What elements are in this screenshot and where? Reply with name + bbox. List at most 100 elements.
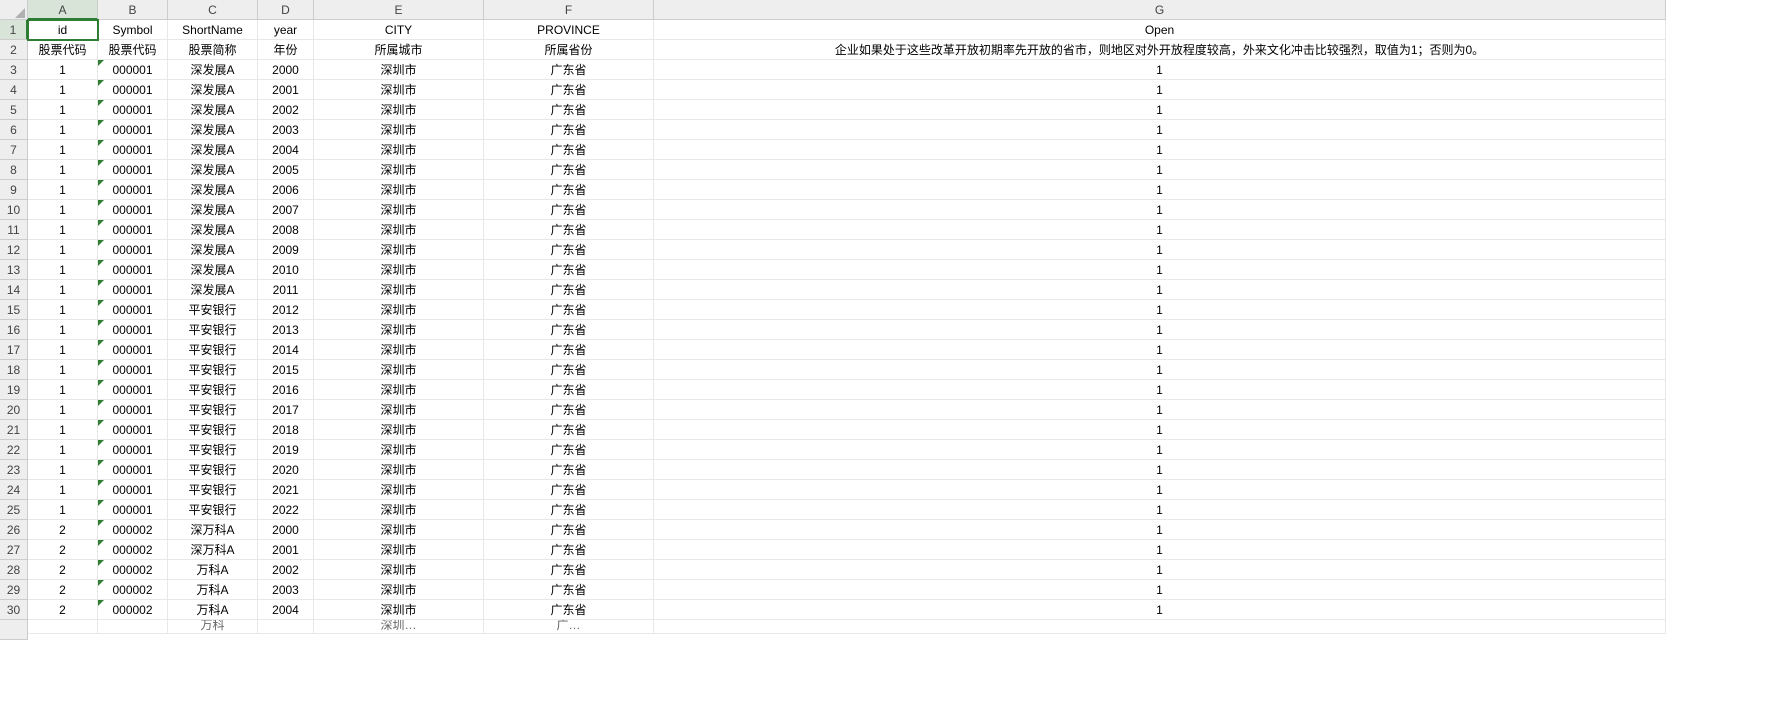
cell-F7[interactable]: 广东省 bbox=[484, 140, 654, 160]
cell-A27[interactable]: 2 bbox=[28, 540, 98, 560]
cell-A11[interactable]: 1 bbox=[28, 220, 98, 240]
cell-D11[interactable]: 2008 bbox=[258, 220, 314, 240]
cell-B15[interactable]: 000001 bbox=[98, 300, 168, 320]
row-header-8[interactable]: 8 bbox=[0, 160, 28, 180]
cell-F22[interactable]: 广东省 bbox=[484, 440, 654, 460]
cell-D21[interactable]: 2018 bbox=[258, 420, 314, 440]
row-header-14[interactable]: 14 bbox=[0, 280, 28, 300]
cell-E1[interactable]: CITY bbox=[314, 20, 484, 40]
column-header-A[interactable]: A bbox=[28, 0, 98, 20]
cell-E9[interactable]: 深圳市 bbox=[314, 180, 484, 200]
cell-A10[interactable]: 1 bbox=[28, 200, 98, 220]
cell-E25[interactable]: 深圳市 bbox=[314, 500, 484, 520]
cell-F28[interactable]: 广东省 bbox=[484, 560, 654, 580]
cell-A3[interactable]: 1 bbox=[28, 60, 98, 80]
cell-C5[interactable]: 深发展A bbox=[168, 100, 258, 120]
cell-G9[interactable]: 1 bbox=[654, 180, 1666, 200]
cell-B17[interactable]: 000001 bbox=[98, 340, 168, 360]
row-header-17[interactable]: 17 bbox=[0, 340, 28, 360]
cell-G6[interactable]: 1 bbox=[654, 120, 1666, 140]
cell-B9[interactable]: 000001 bbox=[98, 180, 168, 200]
cell-G16[interactable]: 1 bbox=[654, 320, 1666, 340]
cell-A29[interactable]: 2 bbox=[28, 580, 98, 600]
cell-E17[interactable]: 深圳市 bbox=[314, 340, 484, 360]
cell-D26[interactable]: 2000 bbox=[258, 520, 314, 540]
cell-F29[interactable]: 广东省 bbox=[484, 580, 654, 600]
cell-C15[interactable]: 平安银行 bbox=[168, 300, 258, 320]
cell-D20[interactable]: 2017 bbox=[258, 400, 314, 420]
cell-C24[interactable]: 平安银行 bbox=[168, 480, 258, 500]
row-header-1[interactable]: 1 bbox=[0, 20, 28, 40]
row-header-28[interactable]: 28 bbox=[0, 560, 28, 580]
cell-B16[interactable]: 000001 bbox=[98, 320, 168, 340]
cell-B1[interactable]: Symbol bbox=[98, 20, 168, 40]
cell-D3[interactable]: 2000 bbox=[258, 60, 314, 80]
cell-B19[interactable]: 000001 bbox=[98, 380, 168, 400]
cell-F10[interactable]: 广东省 bbox=[484, 200, 654, 220]
cell-F6[interactable]: 广东省 bbox=[484, 120, 654, 140]
spreadsheet-grid[interactable]: ABCDEFG1idSymbolShortNameyearCITYPROVINC… bbox=[0, 0, 1775, 640]
cell-E26[interactable]: 深圳市 bbox=[314, 520, 484, 540]
cell-E16[interactable]: 深圳市 bbox=[314, 320, 484, 340]
cell-D27[interactable]: 2001 bbox=[258, 540, 314, 560]
cell-D4[interactable]: 2001 bbox=[258, 80, 314, 100]
cell-B5[interactable]: 000001 bbox=[98, 100, 168, 120]
row-header-26[interactable]: 26 bbox=[0, 520, 28, 540]
cell-A20[interactable]: 1 bbox=[28, 400, 98, 420]
cell-G15[interactable]: 1 bbox=[654, 300, 1666, 320]
row-header-3[interactable]: 3 bbox=[0, 60, 28, 80]
cell-C4[interactable]: 深发展A bbox=[168, 80, 258, 100]
cell-E24[interactable]: 深圳市 bbox=[314, 480, 484, 500]
cell-E28[interactable]: 深圳市 bbox=[314, 560, 484, 580]
cell-G14[interactable]: 1 bbox=[654, 280, 1666, 300]
cell-A16[interactable]: 1 bbox=[28, 320, 98, 340]
cell-B12[interactable]: 000001 bbox=[98, 240, 168, 260]
cell-C25[interactable]: 平安银行 bbox=[168, 500, 258, 520]
cell-B24[interactable]: 000001 bbox=[98, 480, 168, 500]
cell-G3[interactable]: 1 bbox=[654, 60, 1666, 80]
cell-C8[interactable]: 深发展A bbox=[168, 160, 258, 180]
cell-F2[interactable]: 所属省份 bbox=[484, 40, 654, 60]
cell-C1[interactable]: ShortName bbox=[168, 20, 258, 40]
cell-B6[interactable]: 000001 bbox=[98, 120, 168, 140]
cell-D28[interactable]: 2002 bbox=[258, 560, 314, 580]
cell-E11[interactable]: 深圳市 bbox=[314, 220, 484, 240]
cell-F27[interactable]: 广东省 bbox=[484, 540, 654, 560]
cell-E8[interactable]: 深圳市 bbox=[314, 160, 484, 180]
cell-B7[interactable]: 000001 bbox=[98, 140, 168, 160]
cell-A19[interactable]: 1 bbox=[28, 380, 98, 400]
cell-A14[interactable]: 1 bbox=[28, 280, 98, 300]
cell-E4[interactable]: 深圳市 bbox=[314, 80, 484, 100]
row-header-20[interactable]: 20 bbox=[0, 400, 28, 420]
cell-G23[interactable]: 1 bbox=[654, 460, 1666, 480]
cell-B31[interactable] bbox=[98, 620, 168, 634]
cell-D2[interactable]: 年份 bbox=[258, 40, 314, 60]
cell-B20[interactable]: 000001 bbox=[98, 400, 168, 420]
cell-C3[interactable]: 深发展A bbox=[168, 60, 258, 80]
cell-E5[interactable]: 深圳市 bbox=[314, 100, 484, 120]
cell-E20[interactable]: 深圳市 bbox=[314, 400, 484, 420]
row-header-7[interactable]: 7 bbox=[0, 140, 28, 160]
cell-C6[interactable]: 深发展A bbox=[168, 120, 258, 140]
row-header-9[interactable]: 9 bbox=[0, 180, 28, 200]
row-header-16[interactable]: 16 bbox=[0, 320, 28, 340]
cell-F31[interactable]: 广… bbox=[484, 620, 654, 634]
cell-B11[interactable]: 000001 bbox=[98, 220, 168, 240]
cell-C30[interactable]: 万科A bbox=[168, 600, 258, 620]
cell-D19[interactable]: 2016 bbox=[258, 380, 314, 400]
cell-B13[interactable]: 000001 bbox=[98, 260, 168, 280]
cell-D6[interactable]: 2003 bbox=[258, 120, 314, 140]
cell-F17[interactable]: 广东省 bbox=[484, 340, 654, 360]
cell-B29[interactable]: 000002 bbox=[98, 580, 168, 600]
cell-B30[interactable]: 000002 bbox=[98, 600, 168, 620]
cell-B23[interactable]: 000001 bbox=[98, 460, 168, 480]
cell-E18[interactable]: 深圳市 bbox=[314, 360, 484, 380]
row-header-15[interactable]: 15 bbox=[0, 300, 28, 320]
cell-C12[interactable]: 深发展A bbox=[168, 240, 258, 260]
cell-E27[interactable]: 深圳市 bbox=[314, 540, 484, 560]
cell-D10[interactable]: 2007 bbox=[258, 200, 314, 220]
cell-D13[interactable]: 2010 bbox=[258, 260, 314, 280]
cell-G11[interactable]: 1 bbox=[654, 220, 1666, 240]
cell-G4[interactable]: 1 bbox=[654, 80, 1666, 100]
cell-G7[interactable]: 1 bbox=[654, 140, 1666, 160]
